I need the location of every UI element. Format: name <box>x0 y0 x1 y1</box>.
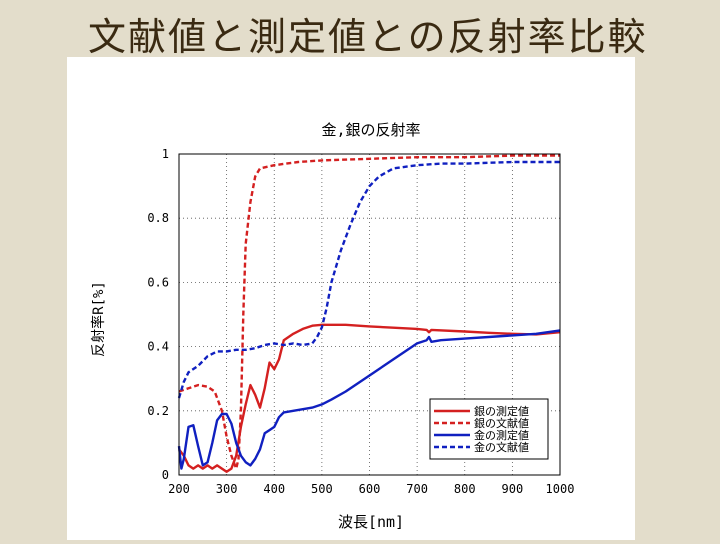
slide-title: 文献値と測定値との反射率比較 <box>88 15 648 59</box>
x-tick-label: 800 <box>454 482 476 496</box>
x-tick-label: 700 <box>406 482 428 496</box>
x-tick-label: 600 <box>359 482 381 496</box>
y-tick-label: 0.8 <box>147 211 169 225</box>
plot-frame <box>178 153 561 476</box>
series-line-1 <box>178 323 561 473</box>
chart-title: 金,銀の反射率 <box>321 121 420 139</box>
legend-label: 銀の測定値 <box>474 404 529 418</box>
legend-label: 金の文献値 <box>474 440 529 454</box>
x-tick-label: 500 <box>311 482 333 496</box>
grid <box>179 154 560 475</box>
legend-label: 銀の文献値 <box>474 416 529 430</box>
x-tick-label: 200 <box>168 482 190 496</box>
y-tick-label: 0.2 <box>147 404 169 418</box>
series-line-3 <box>177 329 561 470</box>
x-tick-label: 400 <box>263 482 285 496</box>
y-tick-label: 0.4 <box>147 340 169 354</box>
x-tick-label: 900 <box>502 482 524 496</box>
legend-label: 金の測定値 <box>474 428 529 442</box>
y-axis-label: 反射率R[%] <box>90 281 107 357</box>
x-tick-label: 300 <box>216 482 238 496</box>
series-lines <box>177 154 561 473</box>
y-tick-label: 0 <box>162 468 169 482</box>
y-tick-label: 0.6 <box>147 275 169 289</box>
x-tick-label: 1000 <box>546 482 575 496</box>
chart-panel: 金,銀の反射率 波長[nm] 反射率R[%] 200 300 400 500 600 70… <box>67 57 635 540</box>
tick-labels: 200 300 400 500 600 700 800 900 1000 0 0.2 0.4 0.6 0.… <box>147 147 574 496</box>
y-tick-label: 1 <box>162 147 169 161</box>
x-axis-label: 波長[nm] <box>338 513 404 531</box>
reflectance-chart: 金,銀の反射率 波長[nm] 反射率R[%] 200 300 400 500 600 70… <box>90 121 574 531</box>
series-line-2 <box>178 154 560 470</box>
legend-box <box>429 398 549 460</box>
